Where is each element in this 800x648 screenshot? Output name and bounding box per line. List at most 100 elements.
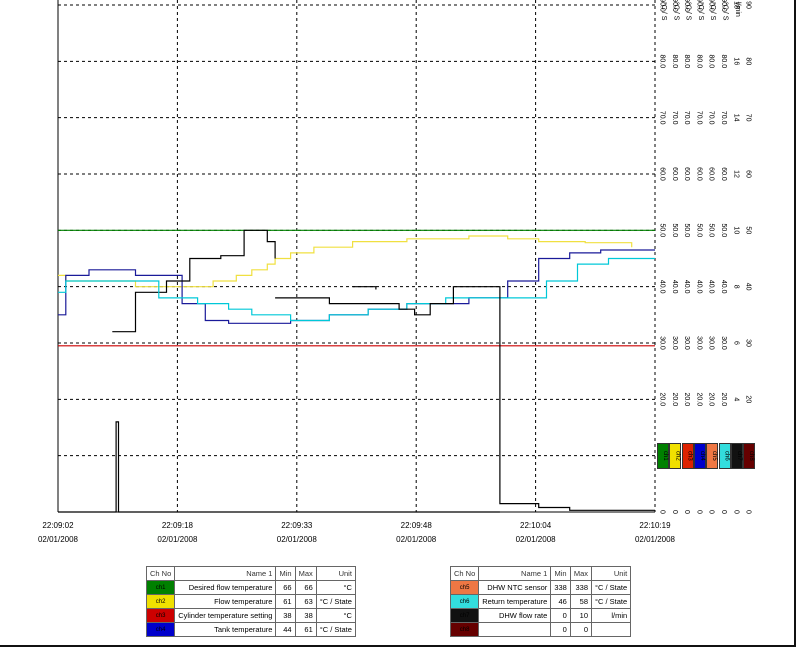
right-tick-ch3-2: 20.0: [683, 393, 690, 407]
right-tick-ch4-2: 20.0: [695, 393, 702, 407]
x-tick-time-1: 22:09:18: [162, 521, 194, 530]
legend-ch-chip: ch1: [155, 585, 166, 591]
legend-ch-chip: ch2: [155, 599, 166, 605]
legend-ch-cell: ch4: [145, 622, 176, 637]
right-tick-ch3-3: 30.0: [683, 336, 690, 350]
legend-row: ch8 0 0: [449, 622, 632, 637]
right-tick-ch2-5: 50.0: [671, 224, 678, 238]
right-tick-ch8-3: 30: [745, 339, 752, 347]
right-tick-ch6-5: 50.0: [720, 224, 727, 238]
right-tick-ch5-9: 90.0: [708, 0, 715, 12]
right-tick-ch5-3: 30.0: [708, 336, 715, 350]
right-tick-ch4-7: 70.0: [695, 111, 702, 125]
x-tick-date-3: 02/01/2008: [396, 535, 437, 544]
legend-row: ch2 Flow temperature 61 63 °C / State: [145, 594, 356, 609]
legend-min: 0: [550, 608, 571, 623]
legend-unit: °C: [315, 608, 356, 623]
right-tick-ch3-6: 60.0: [683, 167, 690, 181]
legend-min: 0: [550, 622, 571, 637]
right-tick-ch8-0: 0: [745, 510, 752, 514]
series-line-2: [58, 235, 633, 288]
right-tick-ch5-7: 70.0: [708, 111, 715, 125]
legend-name: DHW flow rate: [478, 608, 552, 623]
right-tick-ch2-4: 40.0: [671, 280, 678, 294]
legend-ch-chip: ch4: [155, 627, 166, 633]
legend-right-header-min: Min: [550, 566, 571, 581]
legend-name: Return temperature: [478, 594, 552, 609]
right-tick-ch3-0: 0: [683, 510, 690, 514]
right-tick-ch7-4: 8: [732, 285, 739, 289]
right-tick-ch3-7: 70.0: [683, 111, 690, 125]
right-unit-ch6: °C / S: [722, 2, 730, 21]
series-line-9: [352, 286, 377, 290]
right-tick-ch8-2: 20: [745, 395, 752, 403]
right-tick-ch1-5: 50.0: [659, 224, 666, 238]
channel-swatch-ch2: ch2: [669, 443, 682, 469]
right-unit-ch1: °C / S: [660, 2, 668, 21]
legend-min: 338: [550, 580, 571, 595]
legend-right-header-ch: Ch No: [449, 566, 480, 581]
legend-row: ch3 Cylinder temperature setting 38 38 °C: [145, 608, 356, 623]
legend-right-header: Ch No Name 1 Min Max Unit: [449, 566, 632, 581]
legend-ch-cell: ch8: [449, 622, 480, 637]
right-tick-ch2-8: 80.0: [671, 55, 678, 69]
right-tick-ch5-5: 50.0: [708, 224, 715, 238]
legend-ch-cell: ch3: [145, 608, 176, 623]
legend-unit: °C / State: [590, 580, 632, 595]
channel-swatch-ch5: ch5: [706, 443, 719, 469]
right-tick-ch2-2: 20.0: [671, 393, 678, 407]
right-tick-ch5-2: 20.0: [708, 393, 715, 407]
right-tick-ch3-9: 90.0: [683, 0, 690, 12]
legend-row: ch1 Desired flow temperature 66 66 °C: [145, 580, 356, 595]
right-tick-ch1-4: 40.0: [659, 280, 666, 294]
right-tick-ch2-9: 90.0: [671, 0, 678, 12]
right-tick-ch6-3: 30.0: [720, 336, 727, 350]
right-tick-ch4-8: 80.0: [695, 55, 702, 69]
right-unit-ch2: °C / S: [672, 2, 680, 21]
legend-left-header-min: Min: [275, 566, 296, 581]
right-tick-ch5-4: 40.0: [708, 280, 715, 294]
right-tick-ch6-4: 40.0: [720, 280, 727, 294]
right-tick-ch1-7: 70.0: [659, 111, 666, 125]
legend-max: 58: [569, 594, 593, 609]
x-tick-time-3: 22:09:48: [401, 521, 433, 530]
right-tick-ch4-0: 0: [695, 510, 702, 514]
legend-left-header-name: Name 1: [174, 566, 277, 581]
right-tick-ch7-6: 12: [732, 170, 739, 178]
legend-max: 338: [569, 580, 593, 595]
x-tick-time-4: 22:10:04: [520, 521, 552, 530]
series-line-6: [58, 257, 655, 322]
x-tick-date-5: 02/01/2008: [635, 535, 676, 544]
legend-right-header-max: Max: [569, 566, 593, 581]
legend-ch-chip: ch6: [459, 599, 470, 605]
legend-row: ch5 DHW NTC sensor 338 338 °C / State: [449, 580, 632, 595]
right-tick-ch7-0: 0: [732, 510, 739, 514]
right-tick-ch4-6: 60.0: [695, 167, 702, 181]
right-tick-ch2-7: 70.0: [671, 111, 678, 125]
legend-name: [478, 622, 552, 637]
legend-ch-cell: ch6: [449, 594, 480, 609]
right-tick-ch5-8: 80.0: [708, 55, 715, 69]
right-tick-ch6-2: 20.0: [720, 393, 727, 407]
legend-ch-cell: ch2: [145, 594, 176, 609]
right-tick-ch7-2: 4: [732, 397, 739, 401]
legend-name: Cylinder temperature setting: [174, 608, 277, 623]
right-tick-ch7-9: 18: [732, 1, 739, 9]
legend-min: 38: [275, 608, 296, 623]
right-tick-ch7-8: 16: [732, 57, 739, 65]
right-tick-ch1-3: 30.0: [659, 336, 666, 350]
legend-row: ch4 Tank temperature 44 61 °C / State: [145, 622, 356, 637]
right-unit-ch5: °C / S: [709, 2, 717, 21]
right-tick-ch7-3: 6: [732, 341, 739, 345]
right-tick-ch1-8: 80.0: [659, 55, 666, 69]
legend-ch-cell: ch1: [145, 580, 176, 595]
channel-swatch-ch7: ch7: [730, 443, 743, 469]
right-tick-ch8-4: 40: [745, 283, 752, 291]
right-tick-ch6-0: 0: [720, 510, 727, 514]
legend-table-left: Ch No Name 1 Min Max Unit ch1 Desired flo…: [145, 566, 356, 637]
legend-unit: °C / State: [590, 594, 632, 609]
channel-swatch-ch8: ch8: [743, 443, 756, 469]
right-tick-ch1-2: 20.0: [659, 393, 666, 407]
